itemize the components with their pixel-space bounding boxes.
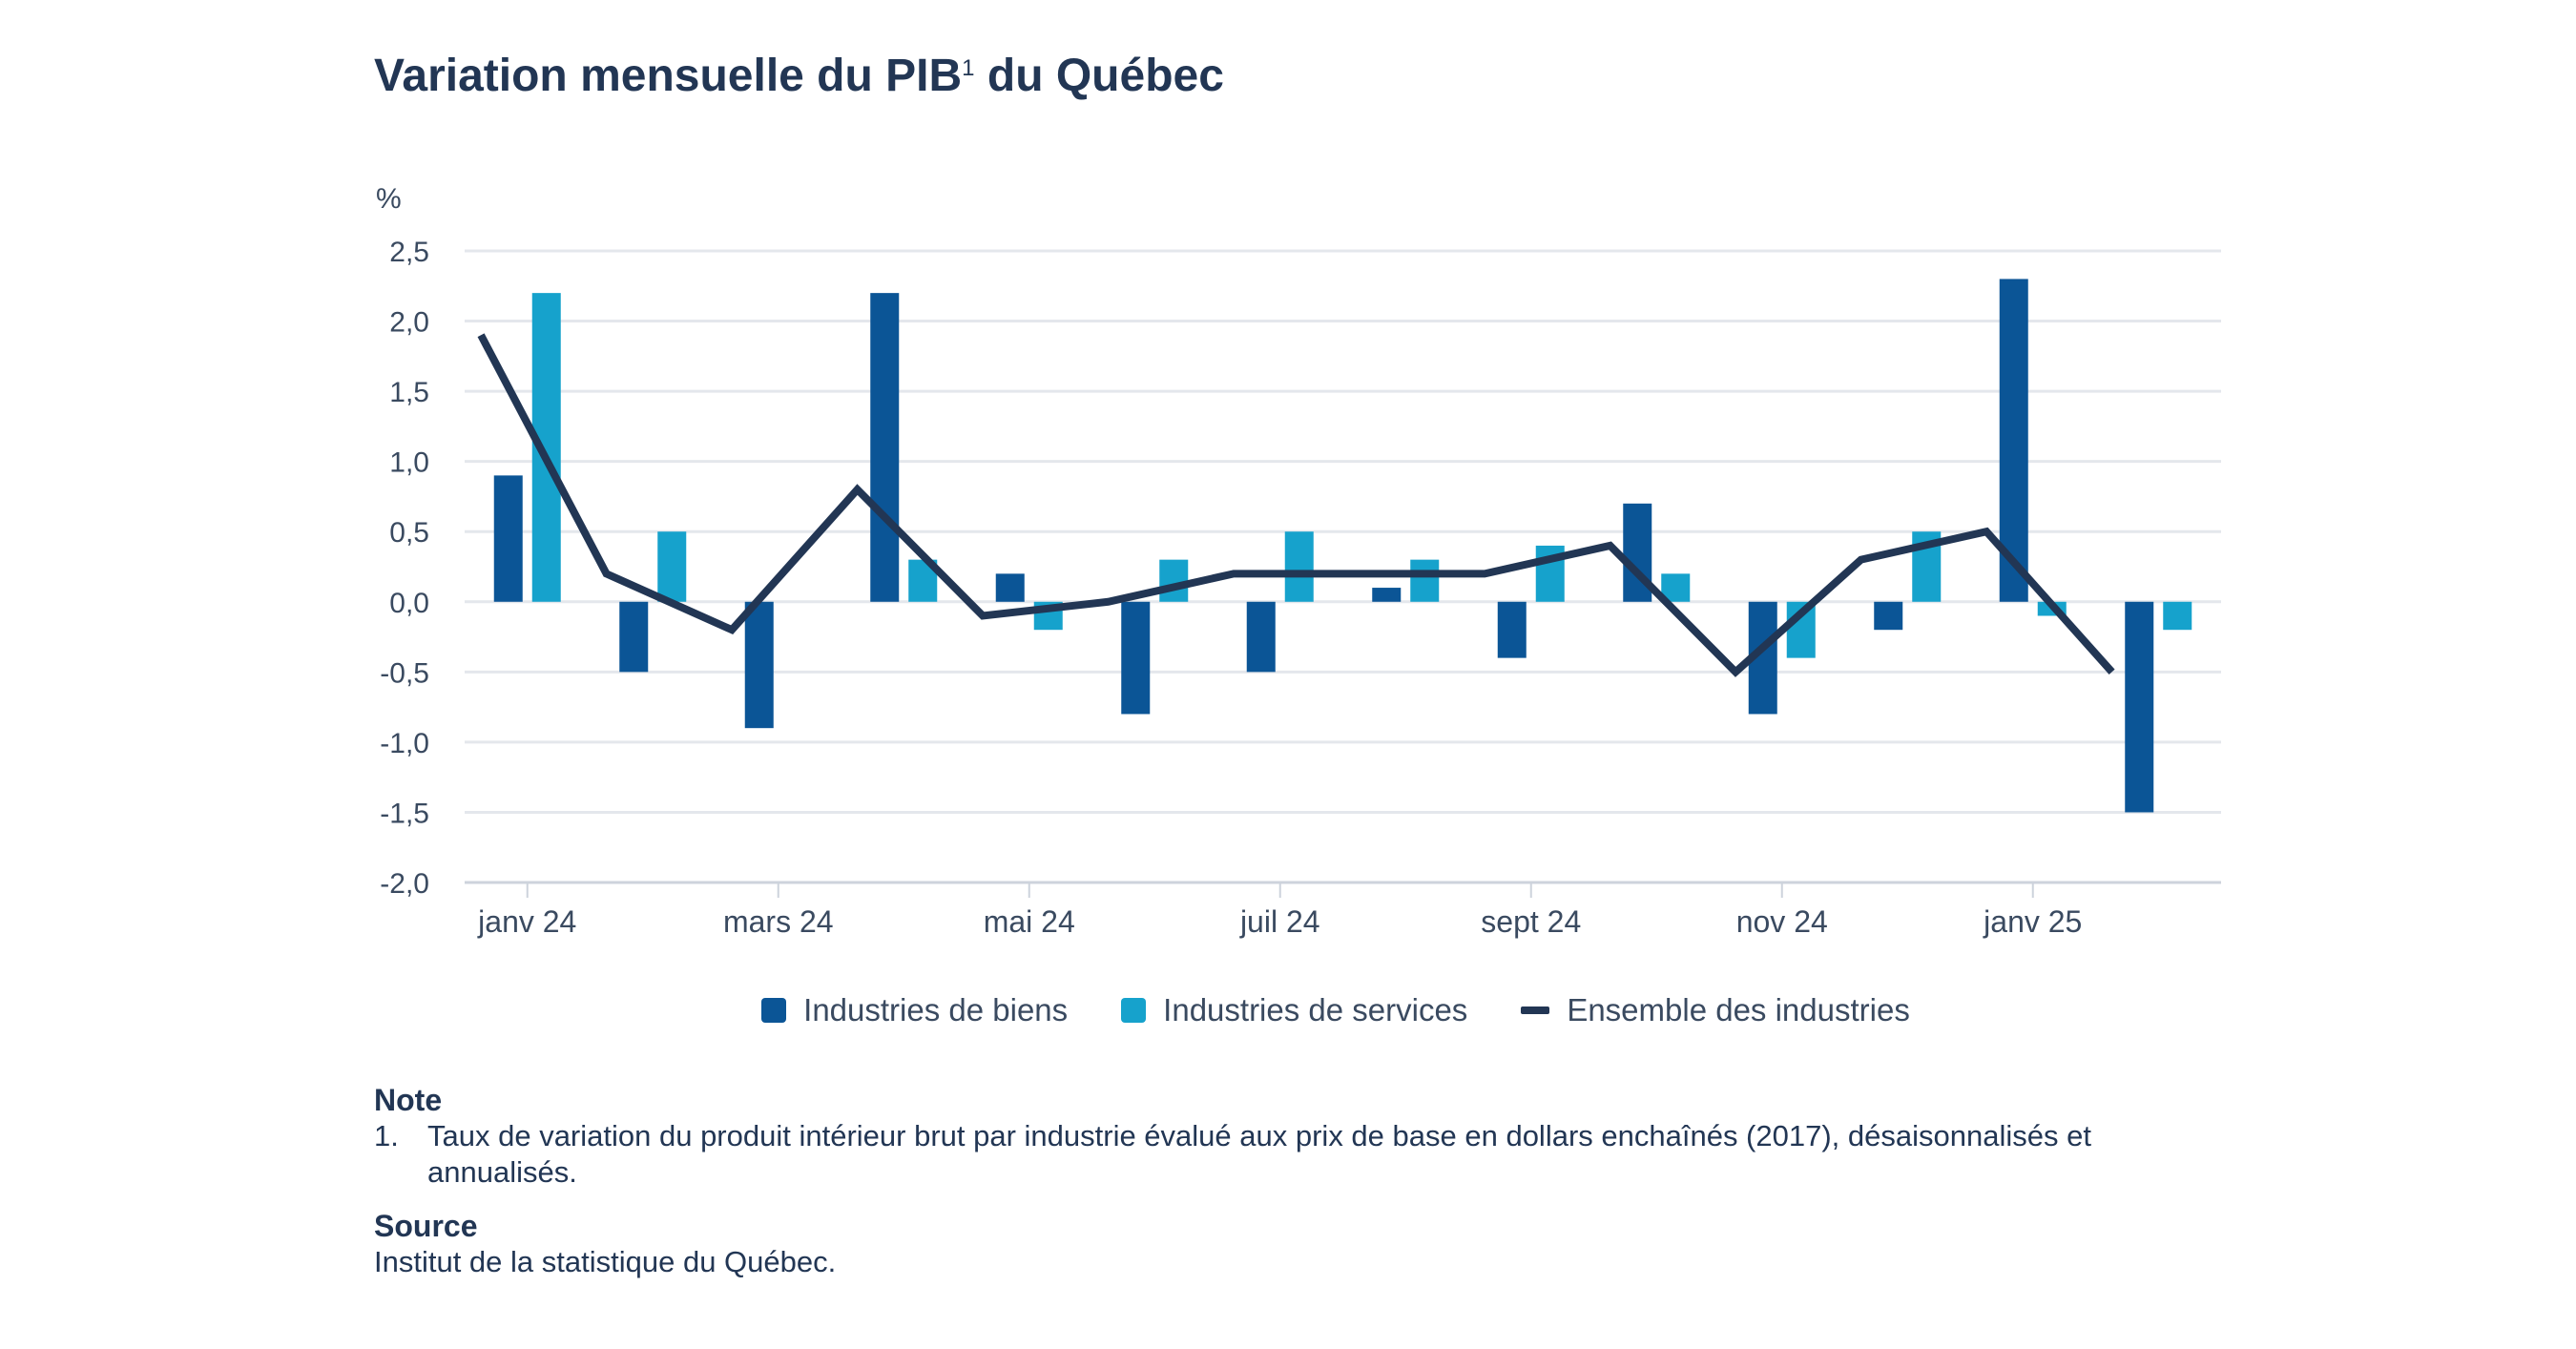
bar-biens xyxy=(1497,601,1527,658)
bar-biens xyxy=(619,601,649,673)
bar-services xyxy=(2163,601,2192,631)
x-tick-label: juil 24 xyxy=(1239,904,1320,939)
y-tick-label: 1,5 xyxy=(389,377,429,408)
bar-biens xyxy=(870,293,900,602)
note-item: 1. Taux de variation du produit intérieu… xyxy=(374,1118,2234,1191)
bar-services xyxy=(1284,531,1314,602)
x-tick-label: mai 24 xyxy=(984,904,1075,939)
bar-services xyxy=(1410,559,1440,602)
x-tick-label: sept 24 xyxy=(1481,904,1581,939)
note-heading: Note xyxy=(374,1083,443,1117)
title-text: Variation mensuelle du PIB xyxy=(374,51,963,101)
chart-title: Variation mensuelle du PIB1 du Québec xyxy=(374,50,1224,102)
notes-section: Note 1. Taux de variation du produit int… xyxy=(374,1082,2234,1280)
y-tick-label: -2,0 xyxy=(380,868,429,900)
bar-biens xyxy=(1121,601,1151,715)
bar-services xyxy=(657,531,687,602)
bar-biens xyxy=(995,573,1025,602)
bar-biens xyxy=(1372,588,1402,602)
note-number: 1. xyxy=(374,1119,399,1152)
x-tick-label: nov 24 xyxy=(1736,904,1828,939)
bar-biens xyxy=(1246,601,1276,673)
x-tick-label: janv 24 xyxy=(477,904,576,939)
bar-biens xyxy=(1874,601,1903,631)
source-heading: Source xyxy=(374,1209,478,1243)
legend-item-biens[interactable]: Industries de biens xyxy=(761,992,1068,1028)
bar-biens xyxy=(2125,601,2154,813)
bar-services xyxy=(1159,559,1189,602)
y-tick-label: 0,5 xyxy=(389,517,429,549)
legend-item-services[interactable]: Industries de services xyxy=(1121,992,1467,1028)
line-ensemble xyxy=(477,333,2115,677)
legend-line-swatch xyxy=(1521,1007,1550,1014)
legend-swatch xyxy=(1121,998,1147,1023)
title-footnote-ref: 1 xyxy=(962,55,975,81)
y-axis-label: % xyxy=(376,183,402,215)
y-tick-label: 0,0 xyxy=(389,588,429,619)
y-tick-label: 1,0 xyxy=(389,447,429,479)
source-text: Institut de la statistique du Québec. xyxy=(374,1245,837,1278)
y-tick-label: 2,0 xyxy=(389,307,429,339)
chart: % 2,5 2,0 1,5 1,0 0,5 0,0 -0,5 -1,0 -1,5 -2,0 janv… xyxy=(376,183,2221,939)
legend-label: Industries de biens xyxy=(803,992,1069,1027)
note-text: Taux de variation du produit intérieur b… xyxy=(427,1119,2091,1189)
bar-biens xyxy=(493,475,523,602)
legend-swatch xyxy=(761,998,787,1023)
x-tick-label: mars 24 xyxy=(723,904,834,939)
y-tick-label: 2,5 xyxy=(389,237,429,268)
legend: Industries de biens Industries de servic… xyxy=(0,992,2576,1028)
legend-label: Ensemble des industries xyxy=(1567,992,1910,1027)
y-tick-label: -1,5 xyxy=(380,798,429,829)
bar-biens xyxy=(744,601,774,729)
x-tick-label: janv 25 xyxy=(1983,904,2082,939)
y-tick-label: -1,0 xyxy=(380,728,429,759)
legend-label: Industries de services xyxy=(1163,992,1468,1027)
legend-item-ensemble[interactable]: Ensemble des industries xyxy=(1521,992,1910,1028)
title-suffix: du Québec xyxy=(974,51,1224,101)
y-tick-label: -0,5 xyxy=(380,657,429,689)
